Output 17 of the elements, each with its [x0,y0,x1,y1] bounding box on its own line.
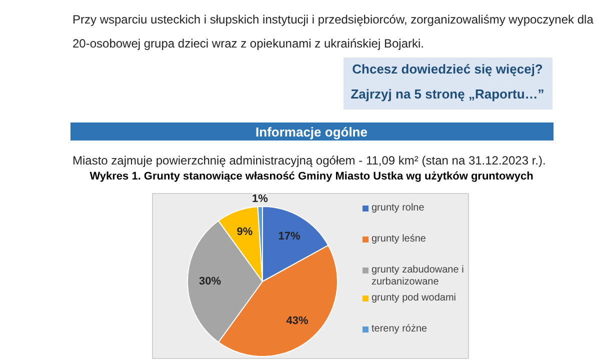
text: Zajrzyj na 5 stronę „Raportu…” [350,86,544,102]
legend-label: grunty rolne [372,202,425,214]
legend-label: grunty zabudowane i zurbanizowane [372,264,464,288]
legend-label: tereny różne [372,324,428,334]
text: Przy wsparciu usteckich i słupskich instytucji i przedsiębiorców, zorganizowaliśmy wypoczynek dla [72,12,594,26]
data-label: 17% [278,230,300,242]
chart-title: Wykres 1. Grunty stanowiące własność Gminy Miasto Ustka wg użytków gruntowych [90,170,534,182]
data-label: 1% [252,193,268,206]
legend-label: grunty pod wodami [372,292,456,304]
text: Informacje ogólne [256,124,368,140]
text: Chcesz dowiedzieć się więcej? [352,62,543,76]
text: Miasto zajmuje powierzchnię administracyjną ogółem - 11,09 km² (stan na 31.12.2023 r.). [72,154,546,168]
legend-label: grunty leśne [372,234,426,244]
data-label: 30% [198,276,222,288]
data-label: 43% [286,314,308,327]
data-label: 9% [236,226,253,238]
text: 20-osobowej grupa dzieci wraz z opiekunami z ukraińskiej Bojarki. [72,36,424,50]
